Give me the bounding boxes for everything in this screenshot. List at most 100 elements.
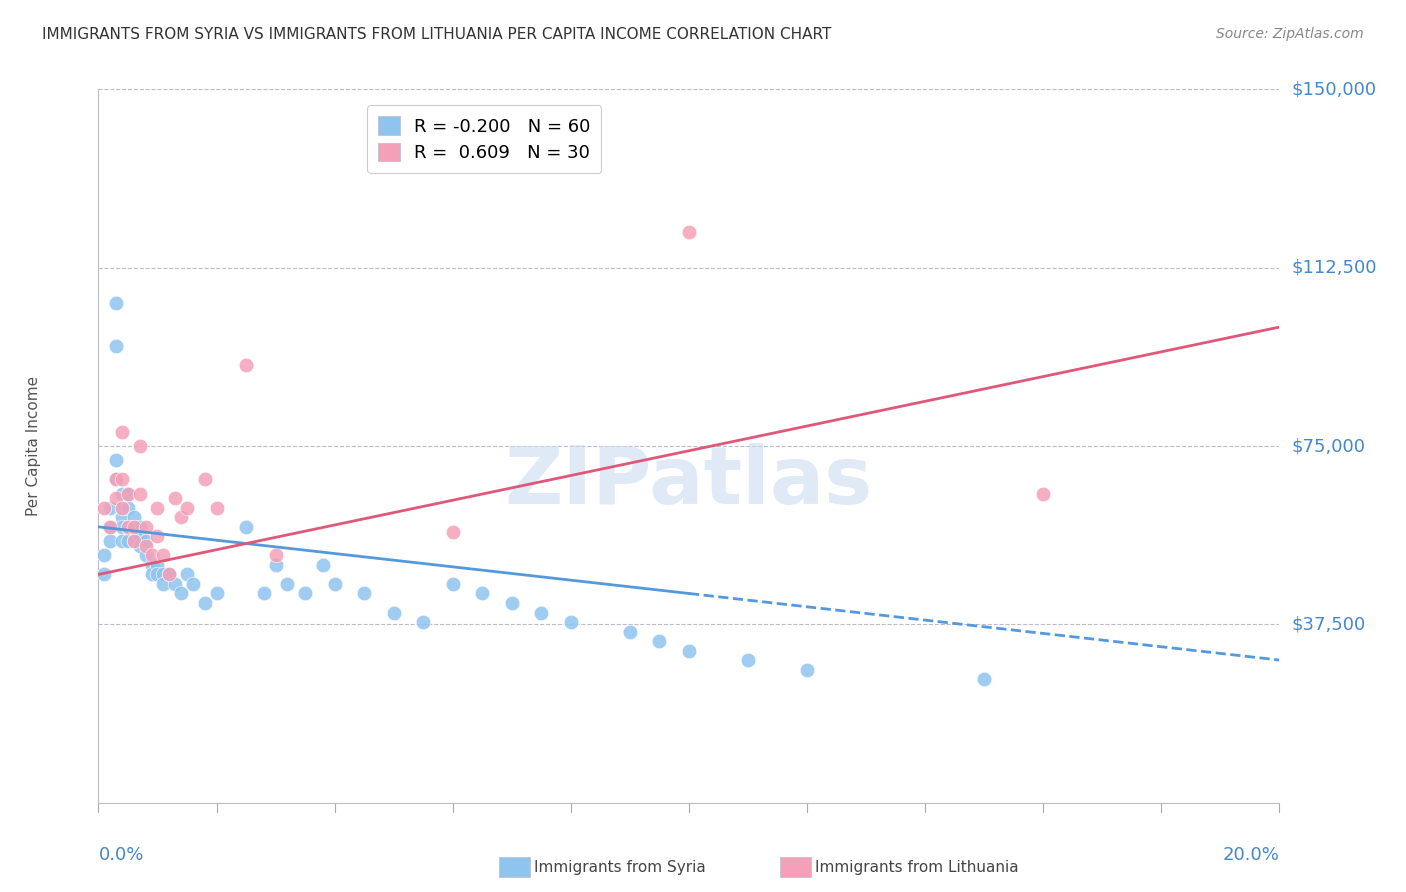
Point (93, 567, 115, 582)
Text: Immigrants from Lithuania: Immigrants from Lithuania (815, 860, 1019, 874)
Text: IMMIGRANTS FROM SYRIA VS IMMIGRANTS FROM LITHUANIA PER CAPITA INCOME CORRELATION: IMMIGRANTS FROM SYRIA VS IMMIGRANTS FROM… (42, 27, 831, 42)
Point (146, 567, 169, 582)
Point (264, 558, 287, 572)
Point (105, 491, 128, 506)
Point (93, 549, 115, 563)
Text: ZIPatlas: ZIPatlas (505, 442, 873, 521)
Point (105, 472, 128, 486)
Text: 0.0%: 0.0% (98, 846, 143, 863)
Point (157, 567, 180, 582)
Point (294, 586, 316, 600)
Point (678, 643, 700, 657)
Point (111, 500, 134, 515)
Point (111, 534, 134, 549)
Point (973, 672, 995, 686)
Point (157, 567, 180, 582)
Point (98, 500, 121, 515)
Point (737, 653, 759, 667)
Text: $150,000: $150,000 (1291, 80, 1376, 98)
Point (170, 586, 193, 600)
Point (117, 500, 139, 515)
Point (253, 586, 276, 600)
Point (441, 524, 464, 539)
Point (382, 606, 405, 620)
Point (141, 549, 163, 563)
Point (235, 520, 257, 534)
Point (194, 596, 217, 610)
Point (98, 520, 121, 534)
Point (1032, 486, 1054, 500)
Point (122, 520, 145, 534)
Point (93, 500, 115, 515)
Point (796, 663, 818, 677)
Point (117, 486, 139, 500)
Point (98, 534, 121, 549)
Point (128, 520, 150, 534)
Point (135, 549, 157, 563)
Point (530, 606, 553, 620)
Point (135, 534, 157, 549)
Point (117, 486, 139, 500)
Point (235, 358, 257, 372)
Point (122, 534, 145, 549)
Point (146, 558, 169, 572)
Point (152, 577, 174, 591)
Point (105, 339, 128, 353)
Text: $37,500: $37,500 (1291, 615, 1365, 633)
Point (165, 577, 187, 591)
Point (323, 577, 346, 591)
Text: 20.0%: 20.0% (1223, 846, 1279, 863)
Text: $75,000: $75,000 (1291, 437, 1365, 455)
Text: Immigrants from Syria: Immigrants from Syria (534, 860, 706, 874)
Point (135, 539, 157, 553)
Point (152, 549, 174, 563)
Point (471, 586, 494, 600)
Point (353, 586, 375, 600)
Point (146, 500, 169, 515)
Legend: R = -0.200   N = 60, R =  0.609   N = 30: R = -0.200 N = 60, R = 0.609 N = 30 (367, 105, 602, 173)
Point (117, 520, 139, 534)
Point (205, 586, 228, 600)
Point (152, 567, 174, 582)
Text: Source: ZipAtlas.com: Source: ZipAtlas.com (1216, 27, 1364, 41)
Point (111, 520, 134, 534)
Text: $112,500: $112,500 (1291, 259, 1376, 277)
Point (648, 634, 671, 648)
Point (141, 567, 163, 582)
Point (122, 520, 145, 534)
Point (111, 500, 134, 515)
Point (128, 439, 150, 453)
Point (441, 577, 464, 591)
Point (165, 491, 187, 506)
Point (205, 500, 228, 515)
Point (678, 225, 700, 239)
Point (560, 615, 582, 629)
Point (98, 520, 121, 534)
Point (619, 624, 641, 639)
Text: Per Capita Income: Per Capita Income (25, 376, 41, 516)
Point (264, 549, 287, 563)
Point (194, 472, 217, 486)
Point (111, 510, 134, 524)
Point (128, 539, 150, 553)
Point (111, 425, 134, 439)
Point (181, 577, 204, 591)
Point (170, 510, 193, 524)
Point (176, 500, 198, 515)
Point (122, 510, 145, 524)
Point (111, 486, 134, 500)
Point (128, 486, 150, 500)
Point (105, 472, 128, 486)
Point (412, 615, 434, 629)
Point (501, 596, 523, 610)
Point (105, 296, 128, 310)
Point (128, 529, 150, 543)
Point (117, 520, 139, 534)
Point (122, 534, 145, 549)
Point (117, 534, 139, 549)
Point (135, 520, 157, 534)
Point (146, 529, 169, 543)
Point (176, 567, 198, 582)
Point (111, 472, 134, 486)
Point (141, 558, 163, 572)
